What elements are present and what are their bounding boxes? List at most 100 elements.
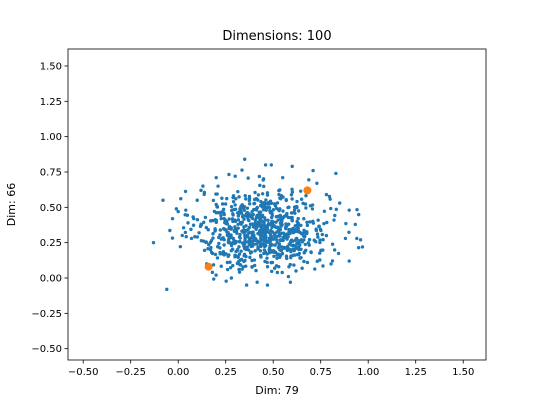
data-point [253, 218, 258, 223]
data-point [321, 264, 325, 268]
data-point [228, 260, 232, 264]
data-point [246, 176, 250, 180]
data-point [216, 184, 220, 188]
data-point [256, 220, 261, 224]
data-point [296, 226, 300, 230]
data-point [249, 241, 253, 245]
data-point [244, 197, 248, 201]
y-tick-label: −0.25 [31, 309, 62, 320]
data-point [257, 211, 262, 216]
data-point [210, 270, 215, 275]
data-point [211, 232, 215, 236]
data-point [293, 247, 298, 251]
data-point [272, 266, 277, 270]
data-point [254, 197, 259, 201]
data-point [274, 238, 279, 242]
data-point [259, 235, 263, 240]
data-point [265, 193, 270, 197]
data-point [227, 172, 231, 177]
points-layer [151, 157, 365, 292]
data-point [247, 196, 252, 201]
data-point [302, 217, 306, 221]
data-point [327, 194, 332, 199]
data-point [275, 270, 280, 275]
data-point [268, 238, 273, 243]
y-tick-label: −0.50 [31, 344, 62, 355]
data-point [229, 235, 234, 240]
data-point [264, 198, 268, 202]
data-point [278, 213, 282, 218]
data-point [281, 235, 285, 240]
data-point [281, 238, 285, 243]
data-point [260, 192, 265, 196]
data-point [174, 207, 179, 211]
data-point [290, 190, 295, 194]
data-point [266, 218, 270, 222]
data-point [236, 255, 240, 260]
data-point [278, 238, 283, 242]
data-point [305, 220, 309, 224]
plot-frame [67, 48, 487, 361]
data-point [267, 248, 272, 252]
data-point [299, 223, 303, 228]
data-point [195, 218, 200, 222]
y-axis-ticks: −0.50 −0.25 0.00 0.25 0.50 0.75 1.00 1.25 1.50 [31, 61, 68, 355]
data-point [197, 231, 201, 235]
data-point [284, 245, 289, 250]
data-point [249, 250, 254, 254]
data-point [204, 225, 209, 230]
data-point [237, 245, 241, 249]
data-point [343, 236, 348, 241]
data-point [250, 209, 254, 214]
data-point [275, 201, 280, 205]
data-point [292, 263, 296, 267]
data-point [276, 218, 280, 222]
data-point [274, 234, 278, 239]
data-point [296, 209, 301, 213]
data-point [254, 226, 258, 230]
data-point [304, 230, 308, 234]
data-point [244, 283, 249, 287]
data-point [191, 223, 196, 227]
data-point [303, 234, 307, 239]
data-point [218, 228, 223, 232]
data-point [240, 203, 244, 207]
data-point [211, 236, 215, 240]
data-point [287, 265, 291, 269]
data-point [332, 218, 336, 222]
data-point [286, 215, 291, 220]
data-point [334, 171, 338, 176]
data-point [318, 240, 322, 245]
data-point [295, 219, 299, 224]
data-point [347, 230, 351, 234]
data-point [305, 223, 310, 228]
data-point [295, 199, 299, 204]
data-point [241, 206, 246, 210]
data-point [269, 163, 273, 167]
data-point [289, 211, 294, 215]
data-point [231, 195, 235, 200]
data-point [199, 188, 203, 193]
data-point [355, 236, 359, 241]
y-tick-label: 1.25 [40, 97, 62, 108]
data-point [242, 230, 246, 235]
data-point [235, 211, 240, 215]
data-point [210, 251, 215, 256]
y-tick-label: 1.00 [40, 132, 62, 143]
data-point [310, 203, 315, 207]
data-point [237, 267, 241, 272]
data-point [275, 256, 279, 261]
data-point [228, 265, 233, 270]
data-point [333, 213, 337, 218]
data-point [151, 240, 156, 245]
data-point [320, 232, 324, 237]
data-point [185, 213, 190, 217]
data-point [218, 233, 222, 237]
data-point [315, 232, 320, 236]
data-point [244, 213, 248, 217]
data-point [243, 157, 247, 161]
data-point [224, 221, 229, 226]
data-point [262, 221, 266, 225]
data-point [287, 205, 291, 209]
data-point [267, 205, 272, 210]
